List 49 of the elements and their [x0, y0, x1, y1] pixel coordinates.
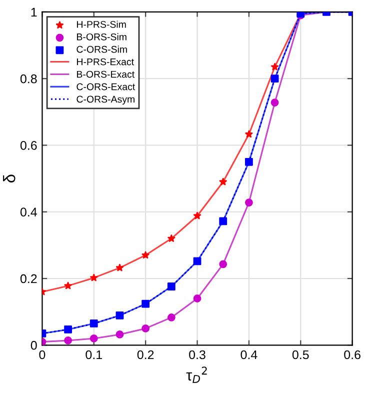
legend-label: C-ORS-Exact [76, 83, 136, 90]
point [142, 300, 150, 308]
y-axis-title: δ [3, 174, 16, 182]
legend-label: C-ORS-Sim [76, 46, 127, 53]
legend-label: C-ORS-Asym [76, 96, 134, 105]
y-tick-label: 0.8 [20, 74, 37, 84]
point [116, 264, 124, 272]
point [90, 334, 98, 342]
point [116, 330, 124, 338]
x-tick-label: 0.5 [292, 350, 309, 360]
point [168, 234, 176, 242]
point [244, 198, 253, 206]
point [219, 260, 228, 268]
legend-label: B-ORS-Exact [77, 70, 135, 78]
point [271, 62, 279, 70]
point [142, 324, 150, 332]
point [90, 320, 98, 328]
x-tick-label: 0.4 [240, 350, 258, 360]
point [167, 282, 176, 290]
point [219, 217, 228, 226]
y-tick-label: 0.4 [20, 208, 37, 217]
point [270, 74, 279, 83]
point [90, 274, 98, 282]
x-axis-title: τ$_{D}$$^{2}$ [186, 366, 207, 383]
legend-label: H-PRS-Sim [77, 20, 126, 28]
y-tick-label: 0.6 [20, 141, 37, 150]
x-tick-label: 0.2 [137, 350, 154, 360]
legend-label: H-PRS-Exact [77, 58, 134, 66]
y-tick-label: 0 [30, 340, 37, 350]
point [270, 98, 279, 107]
y-tick-label: 0.2 [20, 274, 37, 284]
point [167, 314, 176, 322]
point [64, 326, 72, 334]
point [193, 212, 202, 220]
x-tick-label: 0.1 [86, 350, 102, 360]
point [193, 294, 202, 302]
x-tick-label: 0.3 [189, 350, 206, 360]
point [64, 336, 72, 344]
point [219, 178, 227, 186]
y-tick-label: 1 [31, 8, 37, 16]
legend-label: B-ORS-Sim [77, 33, 126, 40]
x-tick-label: 0 [39, 350, 46, 360]
point [244, 158, 253, 166]
point [245, 130, 253, 138]
point [116, 312, 124, 320]
point [193, 257, 202, 266]
point [142, 251, 150, 259]
x-tick-label: 0.6 [344, 350, 360, 360]
point [64, 282, 72, 290]
